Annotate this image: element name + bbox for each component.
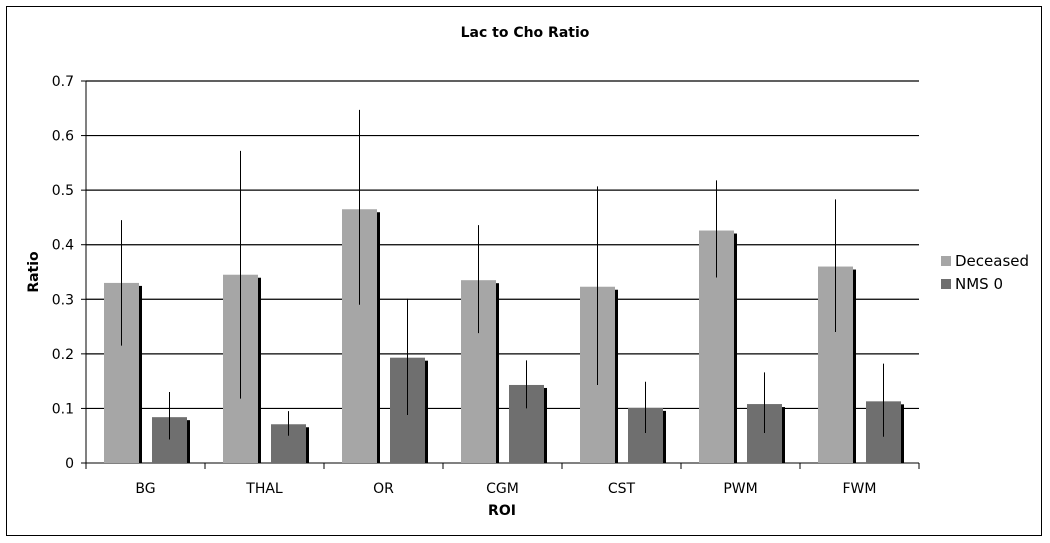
chart-title: Lac to Cho Ratio: [461, 25, 590, 41]
legend: Deceased NMS 0: [941, 252, 1029, 293]
x-tick-label: THAL: [245, 481, 283, 497]
y-tick-label: 0.4: [52, 238, 74, 254]
x-tick-label: CST: [608, 481, 636, 497]
x-tick-label: BG: [135, 481, 155, 497]
y-tick-label: 0.2: [52, 347, 74, 363]
y-axis-title: Ratio: [26, 251, 42, 293]
x-tick-label: OR: [373, 481, 394, 497]
legend-swatch: [941, 256, 951, 266]
plot-area: 0 0.1 0.2 0.3 0.4 0.5 0.6 0.7 BG THAL OR CGM CST PWM F…: [52, 74, 920, 497]
x-tick-label: FWM: [843, 481, 877, 497]
y-tick-label: 0.5: [52, 183, 74, 199]
y-tick-label: 0.6: [52, 129, 74, 145]
legend-label: NMS 0: [955, 275, 1003, 293]
legend-swatch: [941, 279, 951, 289]
x-axis-title: ROI: [488, 503, 516, 519]
x-tick-label: PWM: [723, 481, 757, 497]
legend-label: Deceased: [955, 252, 1029, 270]
x-tick-label: CGM: [486, 481, 519, 497]
y-tick-label: 0.7: [52, 74, 74, 90]
y-tick-label: 0: [65, 456, 74, 472]
y-tick-label: 0.3: [52, 292, 74, 308]
y-tick-label: 0.1: [52, 401, 74, 417]
